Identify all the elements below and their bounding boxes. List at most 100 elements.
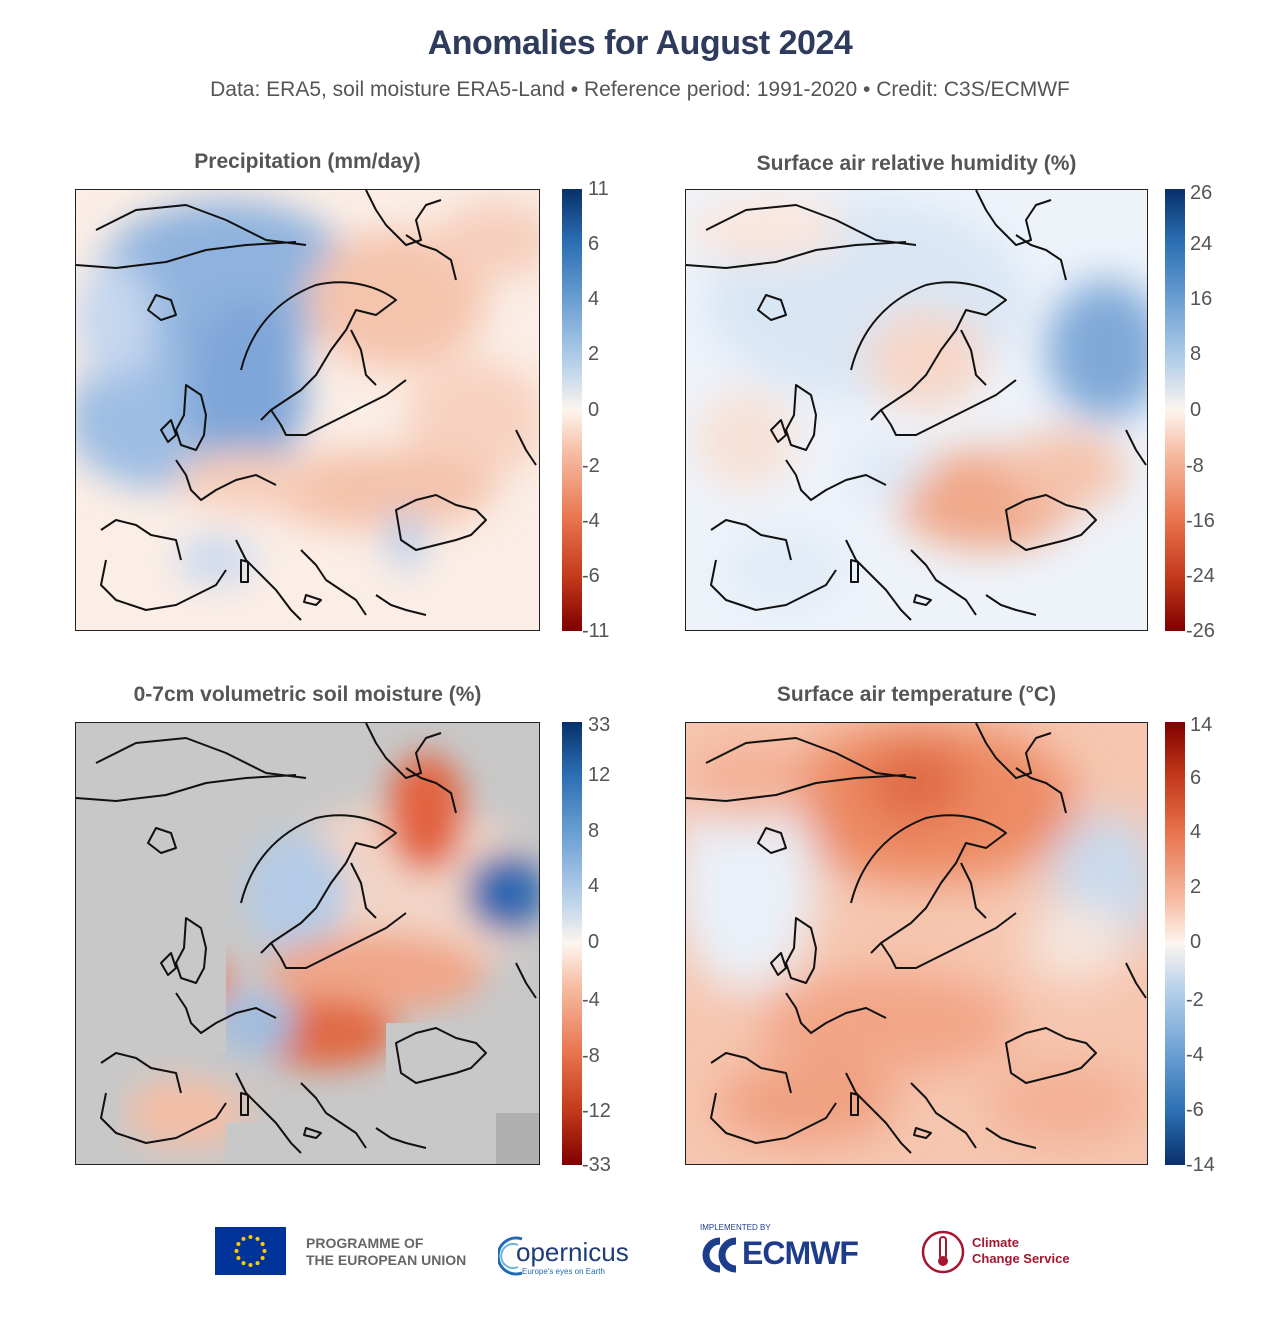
- coastline: [710, 1052, 792, 1094]
- colorbar-tick: 6: [1190, 767, 1202, 789]
- coastline: [785, 917, 817, 984]
- coastline: [100, 519, 182, 561]
- coastline: [240, 1092, 249, 1116]
- coastline: [235, 1072, 302, 1154]
- coastline: [100, 559, 227, 611]
- colorbar-tick: 2: [1190, 876, 1202, 898]
- coastline: [175, 459, 277, 501]
- coastline: [1015, 767, 1067, 814]
- colorbar-tick: 26: [1190, 182, 1213, 204]
- colorbar-tick: -14: [1186, 1154, 1215, 1176]
- coastline: [850, 814, 1007, 954]
- coastline: [95, 204, 307, 246]
- colorbar-tick: 0: [1190, 399, 1202, 421]
- coastline: [395, 494, 487, 551]
- coastline: [710, 559, 837, 611]
- eu-line-1: PROGRAMME OF: [306, 1235, 424, 1251]
- coastline: [515, 962, 537, 999]
- coastline: [757, 827, 787, 854]
- eu-line-2: THE EUROPEAN UNION: [306, 1252, 467, 1268]
- copernicus-wordmark: opernicus: [516, 1237, 629, 1267]
- coastline: [365, 190, 442, 246]
- coastline: [1015, 234, 1067, 281]
- coastline: [235, 539, 302, 621]
- coastline: [960, 329, 987, 386]
- coastline: [1005, 1027, 1097, 1084]
- footer-logos: PROGRAMME OF THE EUROPEAN UNION opernicu…: [0, 1215, 1280, 1295]
- colorbar-tick: -24: [1186, 565, 1215, 587]
- colorbar-tick: 0: [588, 931, 600, 953]
- colorbar-tick: 0: [588, 399, 600, 421]
- eu-programme-label: PROGRAMME OF THE EUROPEAN UNION: [306, 1235, 466, 1269]
- colorbar-humidity: [1165, 189, 1185, 631]
- coastline: [350, 862, 377, 919]
- coastline: [845, 539, 912, 621]
- coastline: [76, 241, 297, 269]
- coastline: [375, 1127, 427, 1149]
- map-temperature: [685, 722, 1148, 1165]
- colorbar-tick: 12: [588, 764, 611, 786]
- colorbar-tick: 24: [1190, 233, 1213, 255]
- coastline: [975, 723, 1052, 779]
- map-humidity: [685, 189, 1148, 631]
- coastline: [845, 1072, 912, 1154]
- colorbar-tick: -8: [1186, 455, 1204, 477]
- colorbar-tick: -16: [1186, 510, 1215, 532]
- colorbar-tick: -2: [1186, 989, 1204, 1011]
- colorbar-tick: 4: [588, 875, 600, 897]
- coastline: [175, 917, 207, 984]
- colorbar-tick: -12: [582, 1100, 611, 1122]
- coastline: [850, 281, 1007, 421]
- coastline: [365, 723, 442, 779]
- thermometer-globe-icon: [921, 1230, 965, 1274]
- coastline: [405, 234, 457, 281]
- c3s-label: Climate Change Service: [972, 1235, 1070, 1267]
- implemented-by-label: IMPLEMENTED BY: [700, 1223, 771, 1232]
- coastline: [770, 952, 787, 976]
- coastline: [910, 1082, 977, 1149]
- map-soil-moisture: [75, 722, 540, 1165]
- coastline: [95, 737, 307, 779]
- colorbar-tick: -2: [582, 455, 600, 477]
- colorbar-tick: 2: [588, 343, 600, 365]
- coastline: [910, 549, 977, 616]
- coastline: [303, 594, 322, 606]
- map-precipitation: [75, 189, 540, 631]
- panel-title-precipitation: Precipitation (mm/day): [194, 150, 421, 173]
- coastline: [880, 379, 1017, 436]
- colorbar-tick: 11: [588, 178, 609, 200]
- coastline: [300, 1082, 367, 1149]
- eu-stars: [234, 1235, 267, 1267]
- c3s-line-2: Change Service: [972, 1251, 1070, 1266]
- coastline: [785, 459, 887, 501]
- ecmwf-waves-icon: [702, 1237, 737, 1273]
- colorbar-tick: -26: [1186, 620, 1215, 642]
- coastline: [913, 1127, 932, 1139]
- coastline: [395, 1027, 487, 1084]
- coastline: [985, 1127, 1037, 1149]
- coastline: [785, 384, 817, 451]
- coastline: [270, 379, 407, 436]
- coastline: [770, 419, 787, 443]
- colorbar-tick: 8: [1190, 343, 1202, 365]
- coastline: [240, 559, 249, 583]
- coastline: [710, 1092, 837, 1144]
- coastline: [240, 814, 397, 954]
- figure-title: Anomalies for August 2024: [427, 24, 853, 62]
- ecmwf-wordmark: ECMWF: [742, 1235, 859, 1271]
- coastline: [850, 1092, 859, 1116]
- colorbar-tick: 33: [588, 714, 611, 736]
- coastline: [405, 767, 457, 814]
- coastline: [76, 774, 297, 802]
- colorbar-tick: -33: [582, 1154, 611, 1176]
- coastline: [160, 419, 177, 443]
- colorbar-tick: 14: [1190, 714, 1213, 736]
- coastline: [913, 594, 932, 606]
- coastline: [757, 294, 787, 321]
- colorbar-temperature: [1165, 722, 1185, 1165]
- panel-title-soil-moisture: 0-7cm volumetric soil moisture (%): [133, 683, 482, 706]
- coastline: [300, 549, 367, 616]
- figure-subtitle: Data: ERA5, soil moisture ERA5-Land • Re…: [210, 78, 1070, 101]
- eu-flag-icon: [215, 1227, 286, 1275]
- coastline: [147, 827, 177, 854]
